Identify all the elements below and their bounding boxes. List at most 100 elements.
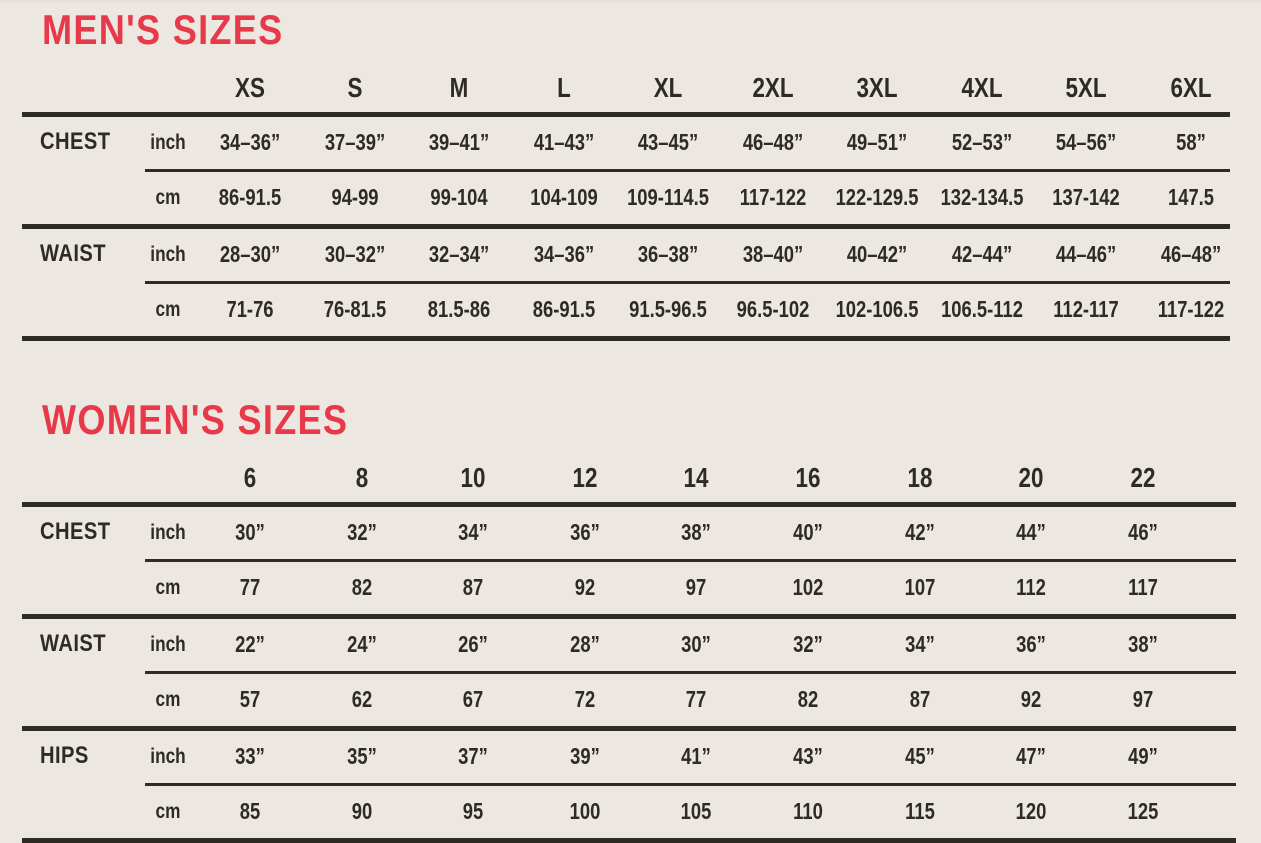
unit-label: inch <box>150 633 186 656</box>
measurement-value: 38” <box>681 519 712 545</box>
measurement-value: 117-122 <box>739 184 806 210</box>
group-divider-rule <box>22 726 1236 731</box>
womens-size-table: 6 8 10 12 14 16 18 20 22 CHEST inch 30” 32” 34” 36” 38”… <box>0 462 1261 843</box>
size-column-header: 14 <box>683 462 709 493</box>
size-column-header: 12 <box>572 462 598 493</box>
unit-divider-rule <box>145 169 1230 172</box>
measurement-value: 71-76 <box>226 296 274 322</box>
measurement-value: 94-99 <box>330 184 379 210</box>
measurement-value: 38–40” <box>742 241 803 267</box>
size-column-header: 3XL <box>856 72 898 103</box>
measurement-value: 125 <box>1127 798 1159 824</box>
measurement-row: cm 85 90 95 100 105 110 115 120 125 <box>0 786 1261 838</box>
measurement-value: 39” <box>569 743 600 769</box>
measurement-value: 77 <box>239 574 261 600</box>
mens-sizes-title: MEN'S SIZES <box>42 6 284 53</box>
measurement-label: WAIST <box>40 240 106 267</box>
size-column-header: 6 <box>243 462 257 493</box>
size-column-header: 20 <box>1018 462 1044 493</box>
measurement-value: 40–42” <box>846 241 908 267</box>
measurement-value: 42–44” <box>951 241 1012 267</box>
measurement-value: 117-122 <box>1157 296 1224 322</box>
measurement-value: 147.5 <box>1167 184 1214 210</box>
size-column-header: 8 <box>355 462 368 493</box>
measurement-value: 41” <box>681 743 712 769</box>
measurement-row: WAIST inch 22” 24” 26” 28” 30” 32” 34” 36” 38” <box>0 619 1261 671</box>
measurement-value: 107 <box>904 574 935 600</box>
top-edge-strip <box>0 0 1261 3</box>
size-column-header: 18 <box>907 462 933 493</box>
measurement-value: 46–48” <box>742 129 803 155</box>
unit-divider-rule <box>145 281 1230 284</box>
measurement-value: 62 <box>351 686 372 712</box>
measurement-value: 104-109 <box>529 184 598 210</box>
measurement-value: 44” <box>1016 519 1047 545</box>
unit-label: inch <box>150 243 186 266</box>
measurement-value: 34–36” <box>219 129 281 155</box>
measurement-value: 49” <box>1127 743 1158 769</box>
measurement-value: 58” <box>1175 129 1206 155</box>
unit-label: cm <box>155 688 181 711</box>
measurement-value: 28–30” <box>219 241 281 267</box>
measurement-value: 85 <box>239 798 261 824</box>
measurement-value: 102 <box>792 574 824 600</box>
measurement-value: 99-104 <box>430 184 488 210</box>
measurement-value: 67 <box>462 686 484 712</box>
measurement-row: WAIST inch 28–30” 30–32” 32–34” 34–36” 36–38” 3… <box>0 229 1261 281</box>
measurement-value: 97 <box>686 574 707 600</box>
measurement-value: 57 <box>239 686 261 712</box>
size-column-header: M <box>449 72 469 103</box>
measurement-value: 37” <box>458 743 489 769</box>
measurement-value: 117 <box>1127 574 1158 600</box>
measurement-row: CHEST inch 30” 32” 34” 36” 38” 40” 42” 44” 46” <box>0 507 1261 559</box>
measurement-label: HIPS <box>40 742 89 769</box>
measurement-value: 44–46” <box>1055 241 1117 267</box>
measurement-value: 90 <box>351 798 372 824</box>
measurement-value: 34–36” <box>533 241 594 267</box>
unit-label: cm <box>155 576 181 599</box>
measurement-value: 33” <box>235 743 265 769</box>
unit-divider-rule <box>145 671 1236 674</box>
size-header-row: XS S M L XL 2XL 3XL 4XL 5XL 6XL <box>0 72 1261 112</box>
measurement-value: 54–56” <box>1055 129 1117 155</box>
unit-label: cm <box>155 800 181 823</box>
measurement-value: 36” <box>569 519 600 545</box>
measurement-label: CHEST <box>40 518 111 545</box>
measurement-value: 77 <box>686 686 707 712</box>
measurement-value: 37–39” <box>324 129 385 155</box>
measurement-value: 49–51” <box>846 129 908 155</box>
measurement-value: 32” <box>793 631 823 657</box>
measurement-row: CHEST inch 34–36” 37–39” 39–41” 41–43” 43–45” 4… <box>0 117 1261 169</box>
size-column-header: 16 <box>795 462 821 493</box>
measurement-value: 81.5-86 <box>427 296 491 322</box>
measurement-value: 46” <box>1127 519 1158 545</box>
measurement-value: 82 <box>351 574 372 600</box>
measurement-value: 26” <box>458 631 489 657</box>
unit-label: cm <box>155 298 181 321</box>
measurement-value: 38” <box>1127 631 1158 657</box>
measurement-value: 36” <box>1016 631 1047 657</box>
measurement-label: WAIST <box>40 630 106 657</box>
group-divider-rule <box>22 224 1230 229</box>
measurement-value: 42” <box>904 519 935 545</box>
measurement-value: 30” <box>235 519 265 545</box>
measurement-value: 86-91.5 <box>218 184 282 210</box>
measurement-value: 36–38” <box>637 241 699 267</box>
group-divider-rule <box>22 112 1230 117</box>
size-column-header: L <box>556 72 571 103</box>
measurement-row: cm 77 82 87 92 97 102 107 112 117 <box>0 562 1261 614</box>
measurement-value: 22” <box>235 631 265 657</box>
measurement-value: 43–45” <box>637 129 699 155</box>
measurement-value: 46–48” <box>1160 241 1221 267</box>
measurement-value: 106.5-112 <box>940 296 1023 322</box>
measurement-value: 102-106.5 <box>835 296 919 322</box>
unit-label: cm <box>155 186 181 209</box>
measurement-value: 132-134.5 <box>940 184 1023 210</box>
measurement-value: 92 <box>1020 686 1042 712</box>
size-column-header: 22 <box>1130 462 1156 493</box>
measurement-value: 39–41” <box>428 129 490 155</box>
measurement-value: 34” <box>458 519 489 545</box>
size-header-row: 6 8 10 12 14 16 18 20 22 <box>0 462 1261 502</box>
measurement-label: CHEST <box>40 128 111 155</box>
measurement-value: 109-114.5 <box>627 184 709 210</box>
